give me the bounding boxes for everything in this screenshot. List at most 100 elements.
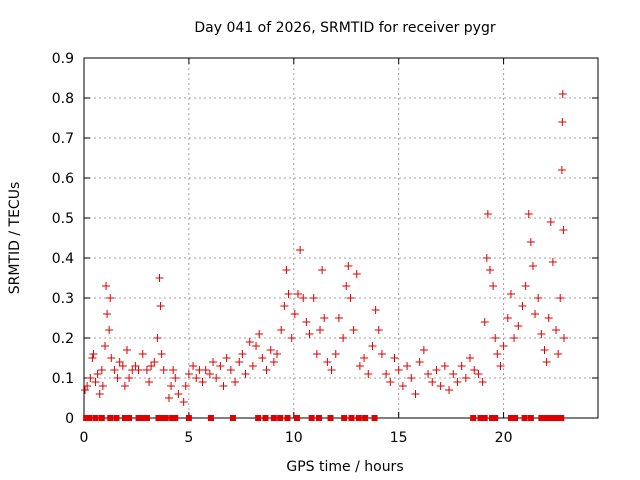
data-point bbox=[89, 350, 98, 358]
data-point bbox=[403, 362, 412, 370]
data-point bbox=[349, 326, 358, 334]
data-point bbox=[100, 342, 109, 350]
data-point bbox=[216, 362, 225, 370]
zero-point bbox=[138, 415, 145, 421]
data-point bbox=[150, 358, 159, 366]
data-point bbox=[480, 318, 489, 326]
data-point bbox=[296, 246, 305, 254]
data-point bbox=[205, 370, 214, 378]
y-tick-label: 0.3 bbox=[52, 291, 74, 307]
data-point bbox=[342, 282, 351, 290]
data-point bbox=[226, 366, 235, 374]
zero-point bbox=[86, 415, 93, 421]
data-point bbox=[493, 350, 502, 358]
data-point bbox=[556, 294, 565, 302]
data-point bbox=[506, 290, 515, 298]
data-point bbox=[159, 366, 168, 374]
data-point bbox=[277, 326, 286, 334]
zero-point bbox=[113, 415, 120, 421]
data-point bbox=[97, 366, 106, 374]
data-point bbox=[113, 374, 122, 382]
zero-point bbox=[555, 415, 562, 421]
data-point bbox=[470, 366, 479, 374]
x-tick-label: 10 bbox=[285, 430, 303, 446]
data-point bbox=[461, 374, 470, 382]
data-point bbox=[521, 282, 530, 290]
zero-point bbox=[162, 415, 169, 421]
data-point bbox=[153, 334, 162, 342]
y-axis-label: SRMTID / TECUs bbox=[7, 182, 23, 295]
data-point bbox=[415, 358, 424, 366]
data-point bbox=[201, 366, 210, 374]
data-point bbox=[449, 370, 458, 378]
data-point bbox=[558, 90, 567, 98]
zero-point bbox=[107, 415, 114, 421]
zero-point bbox=[470, 415, 477, 421]
data-point bbox=[411, 390, 420, 398]
data-point bbox=[560, 334, 569, 342]
data-point bbox=[134, 366, 143, 374]
x-tick-label: 5 bbox=[184, 430, 193, 446]
data-point bbox=[157, 350, 166, 358]
data-point bbox=[559, 226, 568, 234]
data-point bbox=[496, 362, 505, 370]
data-point bbox=[123, 346, 132, 354]
zero-point bbox=[185, 415, 192, 421]
data-point bbox=[125, 374, 134, 382]
zero-point bbox=[229, 415, 236, 421]
data-point bbox=[382, 370, 391, 378]
data-point bbox=[478, 378, 487, 386]
data-point bbox=[371, 306, 380, 314]
zero-point bbox=[507, 415, 514, 421]
data-point bbox=[110, 366, 119, 374]
data-marks bbox=[81, 90, 569, 421]
data-point bbox=[534, 294, 543, 302]
data-point bbox=[118, 362, 127, 370]
data-point bbox=[309, 294, 318, 302]
data-point bbox=[485, 266, 494, 274]
zero-point bbox=[270, 415, 277, 421]
zero-point bbox=[327, 415, 334, 421]
data-point bbox=[120, 382, 129, 390]
data-point bbox=[107, 354, 116, 362]
data-point bbox=[164, 394, 173, 402]
data-point bbox=[209, 358, 218, 366]
zero-point bbox=[543, 415, 550, 421]
y-tick-label: 0 bbox=[65, 411, 74, 427]
data-point bbox=[174, 390, 183, 398]
data-point bbox=[145, 378, 154, 386]
zero-point bbox=[293, 415, 300, 421]
y-tick-label: 0.8 bbox=[52, 91, 74, 107]
data-point bbox=[181, 382, 190, 390]
data-point bbox=[374, 326, 383, 334]
data-point bbox=[105, 326, 114, 334]
data-point bbox=[544, 314, 553, 322]
data-point bbox=[258, 354, 267, 362]
data-point bbox=[155, 274, 164, 282]
zero-point bbox=[284, 415, 291, 421]
data-point bbox=[273, 350, 282, 358]
zero-point bbox=[512, 415, 519, 421]
data-point bbox=[474, 370, 483, 378]
data-point bbox=[428, 378, 437, 386]
data-point bbox=[524, 210, 533, 218]
zero-point bbox=[481, 415, 488, 421]
zero-point bbox=[371, 415, 378, 421]
zero-point bbox=[262, 415, 269, 421]
y-tick-label: 0.6 bbox=[52, 171, 74, 187]
data-point bbox=[327, 366, 336, 374]
zero-point bbox=[159, 415, 166, 421]
data-point bbox=[212, 374, 221, 382]
data-point bbox=[293, 290, 302, 298]
zero-point bbox=[143, 415, 150, 421]
data-point bbox=[552, 326, 561, 334]
zero-point bbox=[207, 415, 214, 421]
data-point bbox=[334, 314, 343, 322]
data-point bbox=[171, 374, 180, 382]
data-point bbox=[184, 370, 193, 378]
zero-point bbox=[92, 415, 99, 421]
data-point bbox=[95, 390, 104, 398]
data-point bbox=[546, 218, 555, 226]
data-point bbox=[445, 386, 454, 394]
